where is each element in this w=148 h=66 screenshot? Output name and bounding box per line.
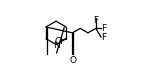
- Text: F: F: [101, 24, 107, 33]
- Text: F: F: [93, 16, 98, 25]
- Text: N: N: [53, 41, 59, 50]
- Text: O: O: [69, 56, 76, 65]
- Text: F: F: [101, 33, 107, 42]
- Text: Cl: Cl: [55, 37, 64, 46]
